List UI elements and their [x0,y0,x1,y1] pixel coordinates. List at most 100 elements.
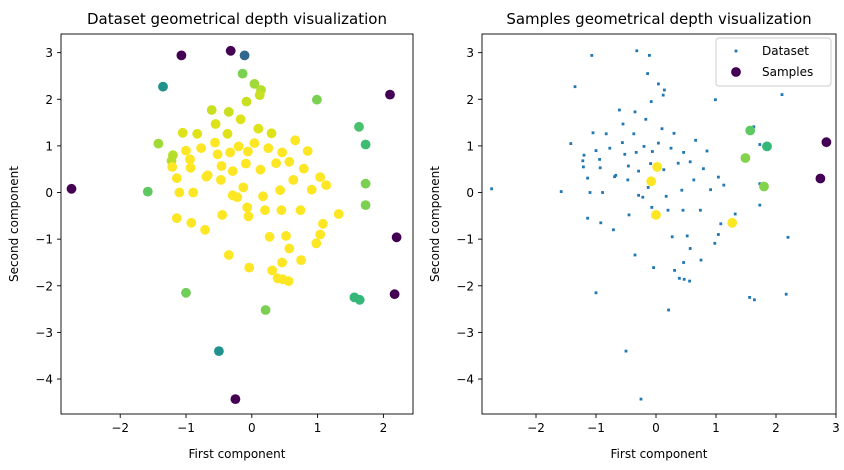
depth-point [360,139,371,150]
depth-point [264,231,275,242]
dataset-point [639,397,643,401]
dataset-point [649,162,652,165]
dataset-point [714,98,717,102]
depth-point [237,68,248,79]
dataset-point [699,208,702,212]
depth-point [153,138,164,149]
dataset-point [598,158,601,161]
depth-point [333,209,344,219]
dataset-point [758,143,762,146]
dataset-point [613,175,616,179]
depth-point [298,163,309,174]
depth-point [241,96,252,107]
dataset-point [672,131,676,135]
depth-point [206,105,217,115]
dataset-point [758,182,762,186]
dataset-point [632,132,636,136]
dataset-point [581,159,585,163]
sample-point [652,162,663,172]
dataset-point [559,190,563,193]
y-tick-label: 2 [45,93,53,107]
depth-point [227,166,238,177]
dataset-point [661,93,665,97]
x-tick-label: 1 [314,421,322,435]
axes-frame [481,33,837,415]
depth-point [296,255,306,265]
dataset-point [667,308,670,312]
sample-point [762,141,772,152]
depth-point [266,128,277,139]
x-tick-label: 2 [380,421,388,435]
dataset-point [582,153,586,157]
dataset-point [680,188,684,192]
dataset-point [624,349,628,353]
dataset-point [692,178,696,182]
legend-frame [715,37,832,87]
depth-point [306,184,317,195]
dataset-point [733,212,737,216]
dataset-point [627,164,630,168]
depth-point [312,94,322,105]
depth-point [263,143,274,154]
depth-point [284,156,295,167]
depth-point [225,45,236,56]
dataset-point [748,296,751,299]
depth-point [223,107,234,117]
depth-point [222,128,233,139]
legend: Dataset Samples [715,37,832,87]
depth-point [302,146,313,156]
dataset-point [594,149,598,152]
depth-point [196,143,207,154]
y-tick-label: 0 [45,186,53,200]
depth-point [174,187,185,198]
depth-point [216,175,226,185]
y-tick-label: −4 [35,373,53,387]
dataset-point [614,173,618,177]
depth-point [185,162,196,173]
chart-panel-1: −2 −1 0 1 2 −4 −3 −2 −1 0 1 2 3 Dataset geometrical d… [7,10,414,461]
dataset-point [612,228,615,232]
dataset-point [682,261,685,264]
depth-point [244,262,255,273]
depth-point [235,114,246,125]
dataset-point [753,298,756,302]
legend-label-samples: Samples [762,65,813,79]
depth-point [260,305,271,315]
dataset-point [786,235,790,239]
depth-point [225,147,236,158]
dataset-point [627,213,631,217]
legend-dataset-marker [734,49,738,53]
depth-point [171,213,182,224]
depth-point [243,211,254,222]
dataset-point [586,216,589,220]
dataset-point [681,208,685,212]
depth-point [167,162,178,172]
depth-point [290,135,301,146]
axes-frame [60,33,414,415]
depth-point [241,158,251,169]
dataset-point [685,234,689,238]
dataset-point [650,206,654,209]
dataset-point [699,258,703,262]
dataset-point [682,277,686,281]
dataset-point [752,125,756,129]
dataset-point [670,235,674,239]
depth-point [360,178,371,189]
sample-point [821,137,832,148]
depth-point [181,287,191,298]
y-tick-label: −4 [456,373,474,387]
dataset-point [688,279,691,283]
depth-point [288,175,299,185]
depth-point [210,119,221,129]
dataset-point [648,54,651,57]
depth-point [354,121,364,132]
depth-point [360,200,371,211]
dataset-point [719,222,723,226]
dataset-point [673,269,676,272]
dataset-point [717,175,720,179]
dataset-point [688,160,692,164]
depth-point [232,192,243,203]
dataset-point [641,195,645,199]
depth-point [385,89,395,100]
dataset-point [662,168,666,172]
